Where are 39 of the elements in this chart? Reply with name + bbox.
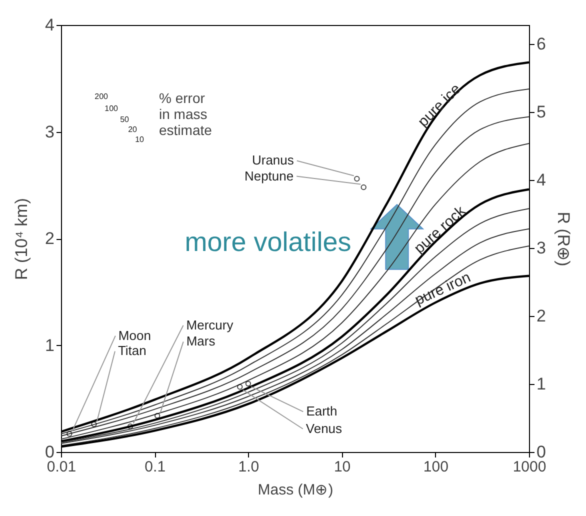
y-tick-label: 2	[45, 229, 54, 248]
annotation: Earth	[306, 404, 338, 419]
annotation: Uranus	[252, 152, 294, 168]
x-axis-title: Mass (M⊕)	[258, 482, 334, 498]
y-tick-label: 4	[45, 16, 54, 34]
annotation: Mercury	[186, 317, 234, 332]
x-tick-label: 1000	[512, 458, 546, 476]
x-tick-label: 0.01	[46, 458, 76, 476]
annotation: 200	[94, 92, 109, 101]
y2-tick-label: 0	[536, 442, 546, 462]
y2-tick-label: 6	[536, 34, 546, 54]
y2-tick-label: 1	[536, 374, 546, 394]
annotation: % error	[159, 90, 206, 106]
annotation: Mars	[186, 334, 216, 349]
annotation: Venus	[306, 420, 343, 436]
y-tick-label: 0	[45, 442, 54, 462]
y2-tick-label: 5	[536, 102, 546, 122]
annotation: estimate	[159, 122, 212, 138]
annotation: 20	[128, 125, 138, 134]
y-tick-label: 3	[45, 122, 54, 142]
y2-tick-label: 3	[536, 238, 546, 258]
annotation: more volatiles	[184, 227, 352, 257]
y2-tick-label: 2	[536, 306, 546, 326]
annotation: in mass	[159, 106, 208, 122]
annotation: Moon	[118, 328, 151, 343]
x-tick-label: 0.1	[144, 458, 166, 476]
y2-tick-label: 4	[536, 170, 546, 190]
x-tick-label: 1.0	[238, 458, 260, 476]
annotation: 50	[120, 115, 130, 124]
x-tick-label: 100	[423, 458, 448, 476]
annotation: Titan	[118, 343, 146, 358]
y-axis-title: R (10⁴ km)	[12, 198, 32, 280]
y-tick-label: 1	[45, 336, 54, 355]
x-tick-label: 10	[334, 458, 351, 476]
y2-axis-title: R (R⊕)	[554, 212, 573, 266]
text: pure iron	[412, 268, 474, 309]
annotation: 10	[135, 135, 145, 144]
annotation: Neptune	[244, 168, 294, 184]
annotation: 100	[104, 104, 119, 113]
